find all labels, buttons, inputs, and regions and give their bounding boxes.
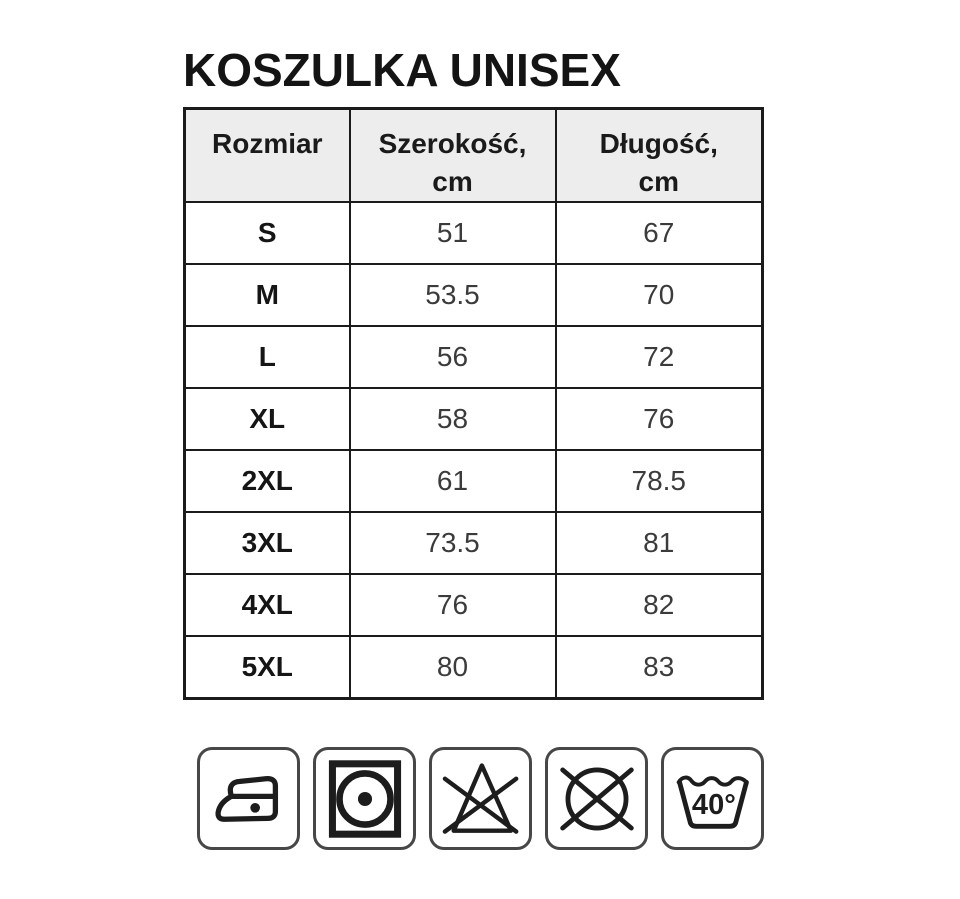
col-header-line1: Długość, — [599, 128, 718, 159]
length-cell: 81 — [554, 511, 764, 575]
width-cell: 61 — [348, 449, 557, 513]
care-symbol-tumble-dry — [313, 747, 416, 850]
iron-low-temperature-icon — [214, 775, 278, 822]
col-header-line2: cm — [638, 166, 679, 197]
col-header-rozmiar: Rozmiar — [183, 107, 351, 203]
col-header-line1: Rozmiar — [212, 128, 323, 159]
size-table: Rozmiar Szerokość, cm Długość, cm S 51 6… — [183, 107, 764, 700]
length-cell: 76 — [554, 387, 764, 451]
col-header-line1: Szerokość, — [378, 128, 527, 159]
length-cell: 83 — [554, 635, 764, 699]
width-cell: 56 — [348, 325, 557, 389]
care-symbol-do-not-dry-clean — [545, 747, 648, 850]
care-symbol-do-not-bleach — [429, 747, 532, 850]
wash-40-degrees-icon: 40° — [676, 775, 749, 829]
care-symbol-wash-40: 40° — [661, 747, 764, 850]
table-row: 2XL 61 78.5 — [183, 449, 764, 513]
width-cell: 80 — [348, 635, 557, 699]
table-row: S 51 67 — [183, 201, 764, 265]
length-cell: 72 — [554, 325, 764, 389]
size-cell: 3XL — [183, 511, 351, 575]
width-cell: 51 — [348, 201, 557, 265]
width-cell: 73.5 — [348, 511, 557, 575]
col-header-line2: cm — [432, 166, 473, 197]
table-row: XL 58 76 — [183, 387, 764, 451]
size-cell: 4XL — [183, 573, 351, 637]
do-not-bleach-icon — [442, 762, 518, 834]
size-cell: 5XL — [183, 635, 351, 699]
size-cell: XL — [183, 387, 351, 451]
length-cell: 82 — [554, 573, 764, 637]
size-cell: L — [183, 325, 351, 389]
table-row: M 53.5 70 — [183, 263, 764, 327]
care-symbols-row: 40° — [197, 747, 764, 850]
page-title: KOSZULKA UNISEX — [183, 44, 621, 96]
table-row: 5XL 80 83 — [183, 635, 764, 699]
do-not-dry-clean-icon — [559, 767, 634, 830]
length-cell: 78.5 — [554, 449, 764, 513]
size-cell: M — [183, 263, 351, 327]
width-cell: 58 — [348, 387, 557, 451]
table-row: 3XL 73.5 81 — [183, 511, 764, 575]
length-cell: 67 — [554, 201, 764, 265]
size-cell: S — [183, 201, 351, 265]
col-header-dlugosc: Długość, cm — [554, 107, 764, 203]
wash-temperature-label: 40° — [691, 788, 735, 820]
size-cell: 2XL — [183, 449, 351, 513]
tumble-dry-icon — [328, 759, 401, 838]
table-row: L 56 72 — [183, 325, 764, 389]
col-header-szerokosc: Szerokość, cm — [348, 107, 557, 203]
width-cell: 76 — [348, 573, 557, 637]
length-cell: 70 — [554, 263, 764, 327]
table-row: 4XL 76 82 — [183, 573, 764, 637]
header-row: Rozmiar Szerokość, cm Długość, cm — [183, 107, 764, 203]
width-cell: 53.5 — [348, 263, 557, 327]
care-symbol-iron — [197, 747, 300, 850]
